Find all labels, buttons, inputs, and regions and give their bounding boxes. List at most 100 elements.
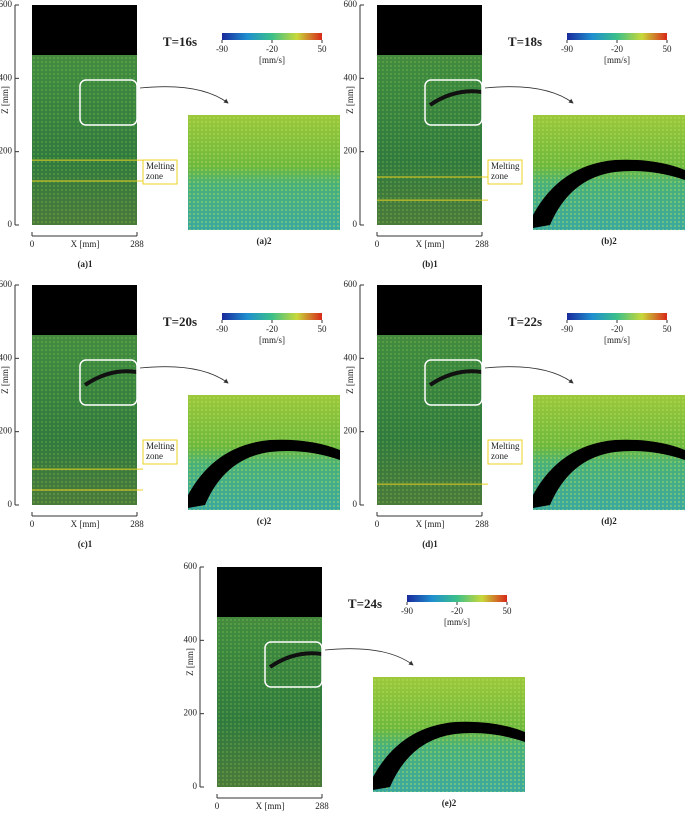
z-axis-label: Z [mm] <box>0 366 10 394</box>
z-tick-label: 0 <box>353 499 358 509</box>
x-tick-label: 0 <box>215 801 220 811</box>
empty-region <box>32 285 137 335</box>
zoom-arrow <box>484 86 574 104</box>
crack <box>83 369 138 387</box>
x-axis-label: X [mm] <box>71 239 100 249</box>
zoom-crack <box>533 159 685 228</box>
empty-region <box>32 5 137 55</box>
melting-zone-label: Melting zone <box>146 441 175 461</box>
colorbar-tick-label: 50 <box>318 44 328 54</box>
x-axis-label: X [mm] <box>416 239 445 249</box>
z-tick-label: 200 <box>0 146 13 156</box>
time-label: T=18s <box>508 34 542 49</box>
colorbar <box>407 595 507 602</box>
melting-zone-label: Melting zone <box>146 161 175 181</box>
zoom-box <box>79 79 138 126</box>
zoom-arrow <box>139 366 229 384</box>
colorbar <box>567 313 667 320</box>
zoom-crack <box>533 439 685 508</box>
x-tick-label: 0 <box>30 239 35 249</box>
melting-zone-box <box>142 159 178 185</box>
melting-zone-box <box>142 439 178 465</box>
z-tick-label: 0 <box>353 219 358 229</box>
panel: 0 200 400 600 Z [mm] 0 288 X [mm] (c)1 Melting zon… <box>0 279 340 549</box>
x-tick-label: 288 <box>130 519 144 529</box>
panel: 0 200 400 600 Z [mm] 0 288 X [mm] (a)1 Melting zon… <box>0 0 340 269</box>
panel: 0 200 400 600 Z [mm] 0 288 X [mm] (b)1 Melting zon… <box>344 0 685 269</box>
zoom-box <box>424 79 483 126</box>
melting-zone-label: Melting zone <box>491 441 520 461</box>
time-label: T=22s <box>508 314 542 329</box>
caption: (c)2 <box>257 516 272 526</box>
empty-region <box>377 5 482 55</box>
colorbar-unit: [mm/s] <box>259 55 285 65</box>
z-tick-label: 600 <box>0 0 13 9</box>
z-tick-label: 200 <box>344 426 358 436</box>
melting-zone-box <box>487 159 523 185</box>
zoom-arrow <box>484 366 574 384</box>
caption: (c)1 <box>78 539 93 549</box>
caption: (a)2 <box>257 236 272 246</box>
x-tick-label: 288 <box>130 239 144 249</box>
zoom-crack <box>188 439 340 508</box>
colorbar-unit: [mm/s] <box>259 335 285 345</box>
z-tick-label: 200 <box>344 146 358 156</box>
z-tick-label: 600 <box>344 279 358 289</box>
melting-zone-box <box>487 439 523 465</box>
colorbar-tick-label: -90 <box>401 606 413 616</box>
zoom-crack <box>373 721 525 790</box>
zoom-texture <box>188 115 340 230</box>
colorbar-tick-label: 50 <box>503 606 513 616</box>
x-axis-label: X [mm] <box>256 801 285 811</box>
z-tick-label: 400 <box>0 352 13 362</box>
colorbar-unit: [mm/s] <box>604 335 630 345</box>
colorbar-tick-label: 50 <box>318 324 328 334</box>
colorbar-tick-label: 50 <box>663 324 673 334</box>
z-tick-label: 400 <box>344 352 358 362</box>
zoom-arrow <box>139 86 229 104</box>
time-label: T=20s <box>163 314 197 329</box>
zoom-box <box>264 641 323 688</box>
colorbar-tick-label: -20 <box>611 44 623 54</box>
z-axis-label: Z [mm] <box>185 648 195 676</box>
caption: (e)2 <box>442 798 457 808</box>
caption: (a)1 <box>78 259 93 269</box>
z-tick-label: 400 <box>184 634 198 644</box>
z-tick-label: 200 <box>0 426 13 436</box>
melting-zone-label: Melting zone <box>491 161 520 181</box>
colorbar-tick-label: -90 <box>216 324 228 334</box>
zoom-box <box>79 359 138 406</box>
x-tick-label: 0 <box>30 519 35 529</box>
z-tick-label: 0 <box>8 499 13 509</box>
z-tick-label: 400 <box>344 72 358 82</box>
colorbar <box>222 313 322 320</box>
x-tick-label: 288 <box>475 519 489 529</box>
colorbar-tick-label: -20 <box>266 324 278 334</box>
colorbar-unit: [mm/s] <box>444 617 470 627</box>
z-axis-label: Z [mm] <box>345 366 355 394</box>
empty-region <box>217 567 322 617</box>
zoom-box <box>424 359 483 406</box>
caption: (d)2 <box>601 516 617 526</box>
time-label: T=24s <box>348 596 382 611</box>
z-tick-label: 600 <box>0 279 13 289</box>
caption: (d)1 <box>422 539 438 549</box>
caption: (b)2 <box>601 236 617 246</box>
colorbar-tick-label: -90 <box>561 44 573 54</box>
colorbar-tick-label: -90 <box>561 324 573 334</box>
z-axis-label: Z [mm] <box>0 86 10 114</box>
x-tick-label: 0 <box>375 239 380 249</box>
empty-region <box>377 285 482 335</box>
zoom-arrow <box>324 648 414 666</box>
z-tick-label: 0 <box>193 781 198 791</box>
z-tick-label: 600 <box>184 561 198 571</box>
crack <box>268 651 323 669</box>
x-axis-label: X [mm] <box>71 519 100 529</box>
x-tick-label: 288 <box>475 239 489 249</box>
colorbar-unit: [mm/s] <box>604 55 630 65</box>
colorbar-tick-label: 50 <box>663 44 673 54</box>
z-tick-label: 400 <box>0 72 13 82</box>
crack <box>428 89 483 107</box>
